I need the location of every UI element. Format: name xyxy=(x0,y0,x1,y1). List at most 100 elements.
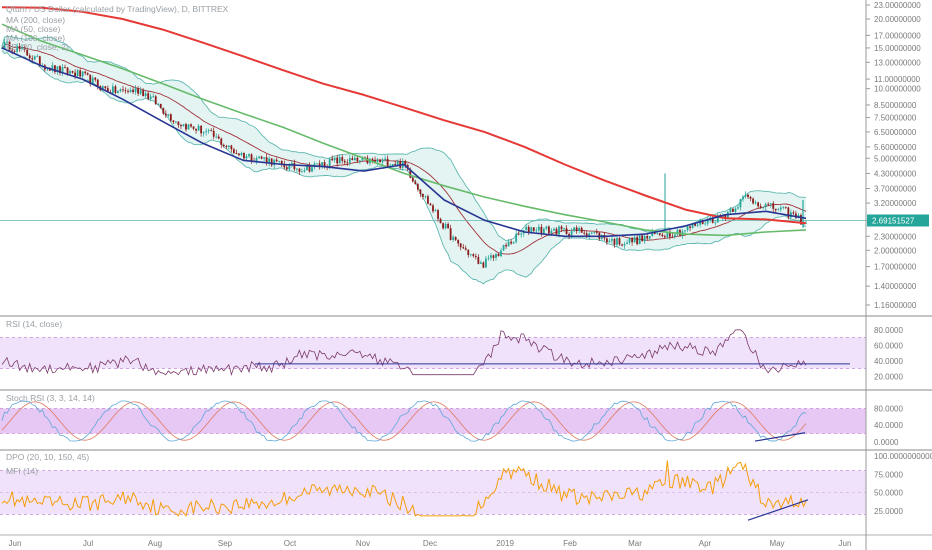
candle-body xyxy=(535,230,538,232)
bollinger-band-fill xyxy=(2,36,806,284)
candle-body xyxy=(550,230,553,234)
candle-body xyxy=(515,233,518,242)
candle-body xyxy=(618,238,621,245)
candle-body xyxy=(651,231,654,237)
candle-body xyxy=(520,233,523,235)
candle-body xyxy=(303,170,306,172)
candle-body xyxy=(638,235,641,245)
candle-body xyxy=(338,157,341,164)
candle-body xyxy=(580,227,583,233)
stoch-rsi-pane xyxy=(0,400,866,442)
candle-body xyxy=(391,163,394,166)
candle-body xyxy=(321,162,323,167)
candle-body xyxy=(769,203,772,205)
candle-body xyxy=(64,67,66,68)
candle-body xyxy=(220,138,223,145)
stoch-band xyxy=(0,408,866,434)
candle-body xyxy=(48,68,51,71)
stoch-d-line xyxy=(1,401,807,441)
candle-body xyxy=(706,219,709,224)
candle-body xyxy=(3,42,6,49)
candle-body xyxy=(595,232,598,233)
candle-body xyxy=(459,243,462,248)
candle-body xyxy=(26,49,29,56)
stoch-trend-line xyxy=(754,432,806,442)
candle-body xyxy=(792,212,795,214)
y-tick-label: 11.00000000 xyxy=(874,75,921,84)
candle-body xyxy=(33,56,36,60)
candle-body xyxy=(467,249,470,255)
candle-body xyxy=(283,163,286,168)
candle-body xyxy=(311,167,313,172)
candle-body xyxy=(575,227,578,231)
candle-body xyxy=(333,157,336,161)
candle-body xyxy=(429,203,432,206)
candle-body xyxy=(734,208,737,212)
candle-body xyxy=(323,162,326,167)
candle-body xyxy=(668,231,671,237)
candle-body xyxy=(200,125,203,134)
candle-body xyxy=(696,224,699,226)
candle-body xyxy=(532,227,535,231)
x-tick-label: Oct xyxy=(284,539,297,548)
candle-body xyxy=(185,124,187,130)
rsi-tick-label: 80.0000 xyxy=(874,326,903,335)
candle-body xyxy=(248,154,250,157)
x-tick-label: Jul xyxy=(83,539,93,548)
candle-body xyxy=(384,158,386,160)
candle-body xyxy=(273,159,276,166)
stoch-k-line xyxy=(1,400,807,442)
stoch-tick-label: 0.0000 xyxy=(874,438,899,447)
candle-body xyxy=(11,50,13,52)
candle-body xyxy=(502,244,505,251)
y-tick-label: 10.00000000 xyxy=(874,85,921,94)
candle-body xyxy=(636,237,639,245)
candle-body xyxy=(280,161,283,164)
candle-body xyxy=(628,238,631,243)
candle-body xyxy=(671,236,674,238)
candle-body xyxy=(285,167,288,170)
candle-body xyxy=(646,236,649,239)
candle-body xyxy=(626,242,628,245)
moving-average-line xyxy=(1,23,807,237)
candle-body xyxy=(61,67,64,73)
candle-body xyxy=(175,121,177,123)
candle-body xyxy=(139,90,142,94)
candle-body xyxy=(454,236,457,240)
candle-body xyxy=(462,247,465,249)
candle-body xyxy=(613,238,616,245)
x-tick-label: Feb xyxy=(563,539,577,548)
candle-body xyxy=(94,77,97,80)
mfi-tick-label: 75.0000 xyxy=(874,470,903,479)
candle-body xyxy=(227,145,230,147)
mfi-trend-line xyxy=(747,499,809,521)
candle-body xyxy=(744,194,747,197)
y-tick-label: 5.60000000 xyxy=(874,143,917,152)
stoch-tick-label: 40.0000 xyxy=(874,421,903,430)
candle-body xyxy=(316,163,318,165)
candle-body xyxy=(432,205,434,212)
candle-body xyxy=(472,254,475,257)
candle-body xyxy=(633,237,636,243)
x-tick-label: Nov xyxy=(356,539,370,548)
candle-body xyxy=(658,233,661,235)
candle-body xyxy=(182,124,185,127)
candle-body xyxy=(74,72,76,77)
bollinger-lower xyxy=(1,50,807,285)
candle-body xyxy=(674,234,676,237)
candle-body xyxy=(689,226,691,228)
candle-body xyxy=(434,210,437,212)
candle-body xyxy=(162,107,165,114)
candle-body xyxy=(351,158,354,161)
candle-body xyxy=(275,159,278,162)
rsi-tick-label: 20.0000 xyxy=(874,372,903,381)
candle-body xyxy=(578,227,581,231)
candle-body xyxy=(789,212,792,218)
y-tick-label: 3.70000000 xyxy=(874,185,917,194)
candle-body xyxy=(376,159,379,162)
candle-body xyxy=(187,124,190,130)
candle-body xyxy=(545,226,548,229)
candle-body xyxy=(457,239,460,244)
candle-body xyxy=(404,160,407,165)
candle-body xyxy=(565,228,568,235)
